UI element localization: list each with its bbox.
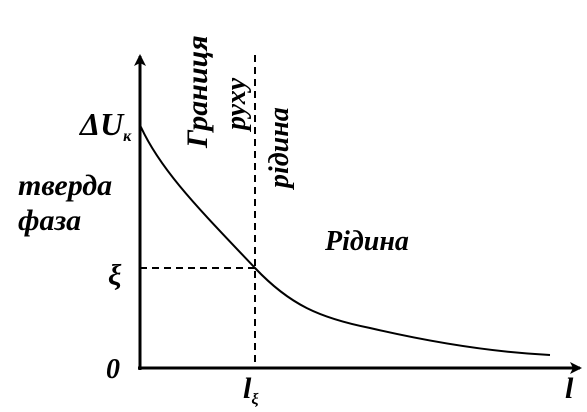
origin: 0 <box>106 354 120 385</box>
liquid-label: Рідина <box>324 226 409 257</box>
boundary-2: руху <box>221 77 252 132</box>
curve <box>139 124 551 356</box>
boundary-1: Границя <box>181 35 214 149</box>
x-marker: lξ <box>243 372 259 408</box>
solid-phase-1: тверда <box>18 169 112 202</box>
x-label: l <box>565 372 574 405</box>
y-label: ΔUк <box>78 106 132 145</box>
solid-phase-2: фаза <box>18 204 81 237</box>
x-marker-main: l <box>243 372 252 405</box>
y-label-main: ΔU <box>78 106 125 142</box>
y-label-sub: к <box>123 128 132 145</box>
x-marker-sub: ξ <box>251 391 259 408</box>
boundary-3: рідина <box>264 107 295 190</box>
y-marker: ξ <box>108 259 122 292</box>
